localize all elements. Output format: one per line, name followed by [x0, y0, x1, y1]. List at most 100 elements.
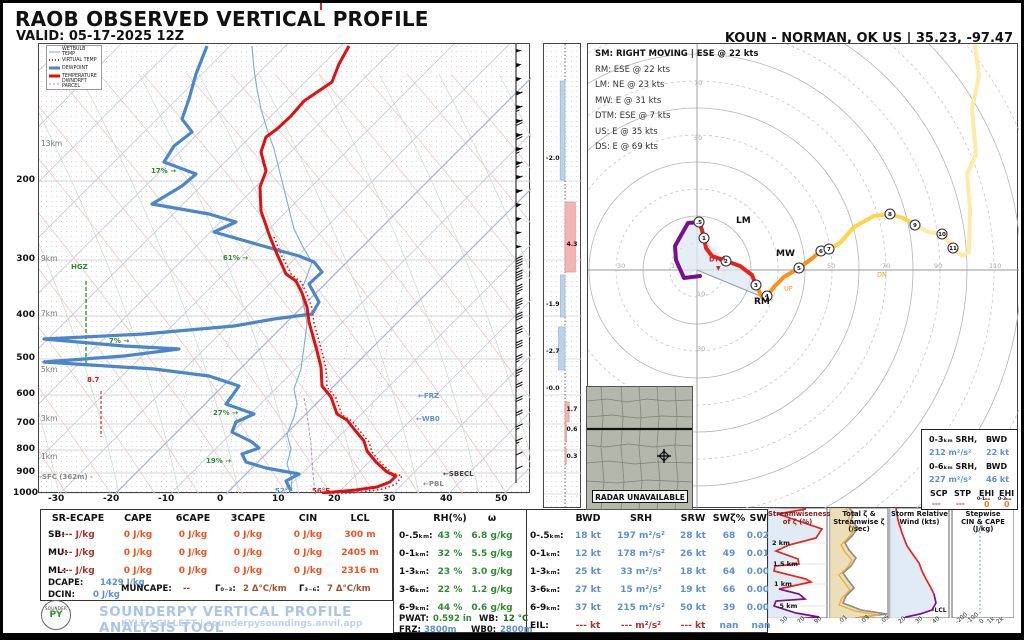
table-cell: 0 J/kg: [233, 548, 263, 558]
table-extra: --: [183, 584, 191, 594]
svg-text:11: 11: [949, 246, 957, 252]
logo-text-bottom: PY: [49, 610, 63, 620]
table-row-label: 0-1ₖₘ:: [399, 549, 430, 559]
table-cell: nan: [719, 621, 739, 631]
table-header: CAPE: [124, 513, 152, 524]
page-title: RAOB OBSERVED VERTICAL PROFILE: [15, 7, 429, 31]
skewt-legend: WETBULB TEMP VIRTUAL TEMP DEWPOINT TEMPERAT…: [46, 45, 102, 90]
table-extra: 1429 J/kg: [100, 578, 145, 588]
table-cell: 0 J/kg: [293, 566, 323, 576]
table-extra: 7 Δ°C/km: [327, 584, 371, 594]
pressure-tick: 1000: [13, 488, 39, 498]
height-tick: 3km: [41, 414, 58, 423]
table-cell: --- J/kg: [61, 548, 95, 558]
table-cell: 0 J/kg: [123, 566, 153, 576]
table-cell: 28 kt: [680, 531, 706, 541]
table-cell: 23 %: [437, 567, 463, 577]
legend-item: DWNDRFT PARCEL: [49, 79, 87, 89]
storm-motion-line: DS: E @ 69 kts: [595, 142, 658, 152]
svg-text:110: 110: [989, 262, 1001, 270]
table-cell: 0 J/kg: [293, 530, 323, 540]
table-header: 3CAPE: [230, 513, 266, 524]
table-cell: 2316 m: [341, 566, 379, 576]
radar-map: [587, 387, 692, 509]
temperature-tick: -30: [48, 494, 65, 504]
stats-text: EHI: [999, 489, 1015, 498]
stats-text: BWD: [986, 435, 1008, 444]
svg-text:30: 30: [617, 262, 625, 270]
table-extra: FRZ:: [399, 625, 421, 635]
svg-text:MW: MW: [776, 249, 795, 259]
stats-text: 22 kt: [986, 448, 1010, 457]
table-cell: 33 m²/s²: [620, 567, 662, 577]
table-cell: 0 J/kg: [178, 530, 208, 540]
table-cell: 32 %: [437, 549, 463, 559]
table-cell: --- J/kg: [61, 530, 95, 540]
pressure-tick: 800: [16, 444, 35, 454]
svg-text:6: 6: [819, 249, 823, 255]
table-extra: Γ₀₋₃:: [215, 584, 236, 594]
skewt-annotation: 27% →: [213, 409, 239, 417]
table-cell: nan: [751, 621, 771, 631]
svg-text:0.3: 0.3: [567, 453, 578, 460]
temperature-tick: 0: [217, 494, 224, 504]
table-cell: 15 m²/s²: [620, 585, 662, 595]
svg-text:50: 50: [827, 262, 835, 270]
temperature-tick: 50: [495, 494, 508, 504]
stats-text: 0: [984, 500, 990, 509]
stats-text: 0-1ₖₘ: [977, 497, 991, 502]
table-cell: 49: [722, 549, 736, 559]
stats-text: 0-3ₖₘ SRH,: [929, 435, 978, 444]
table-cell: --- kt: [680, 621, 706, 631]
mini-panel-height-label: 2 km: [772, 539, 790, 547]
table-cell: 66: [722, 585, 736, 595]
radar-inset: RADAR UNAVAILABLE: [586, 386, 693, 510]
table-row-label: 1-3ₖₘ:: [530, 567, 561, 577]
svg-text:-1.9: -1.9: [546, 301, 560, 308]
table-row-label: 1-3ₖₘ:: [399, 567, 430, 577]
skewt-annotation: ←SBECL: [443, 470, 474, 478]
moisture-kinematics-box: [393, 509, 768, 633]
table-cell: 0.023: [746, 531, 776, 541]
legend-item: WETBULB TEMP: [49, 47, 86, 57]
table-extra: Γ₃₋₆:: [299, 584, 320, 594]
svg-text:3: 3: [754, 283, 758, 289]
stats-text: 227 m²/s²: [929, 475, 972, 484]
table-extra: WB:: [479, 614, 499, 624]
radar-unavailable-label: RADAR UNAVAILABLE: [592, 490, 688, 503]
table-cell: 0 J/kg: [178, 548, 208, 558]
storm-motion-line: RM: ESE @ 22 kts: [595, 64, 671, 75]
storm-motion-line: DTM: ESE @ 7 kts: [595, 111, 671, 121]
pressure-tick: 700: [16, 418, 35, 428]
skewt-annotation: HGZ: [71, 263, 88, 271]
svg-text:-2.7: -2.7: [546, 348, 560, 355]
temperature-tick: 30: [383, 494, 396, 504]
stats-text: 0-3ₖₘ: [998, 497, 1012, 502]
skewt-annotation: ←WB0: [416, 415, 440, 423]
skewt-annotation: 17% →: [151, 167, 177, 175]
table-cell: 22 %: [437, 585, 463, 595]
footer-brand: SOUNDERPY VERTICAL PROFILE ANALYSIS TOOL: [99, 604, 352, 636]
advection-strip-chart: -2.0 4.3 -1.9 -2.7 -0.0 1.7 0.6 0.3: [544, 44, 582, 509]
table-cell: 18 kt: [680, 567, 706, 577]
svg-text:90: 90: [934, 262, 942, 270]
svg-text:2: 2: [724, 259, 728, 265]
table-extra: 2 Δ°C/km: [243, 584, 287, 594]
table-extra: 12 °C: [503, 614, 529, 624]
stats-text: ---: [956, 500, 965, 508]
mini-panel-height-label: .5 km: [777, 602, 798, 610]
table-header: CIN: [298, 513, 318, 524]
logo-text-top: SOUNDER: [44, 606, 68, 611]
table-header: SWζ%: [712, 513, 746, 524]
storm-motion-line: SM: RIGHT MOVING | ESE @ 22 kts: [595, 49, 759, 59]
table-header: SR-ECAPE: [51, 513, 105, 524]
svg-text:50: 50: [694, 134, 702, 142]
svg-text:1.7: 1.7: [567, 406, 578, 413]
skewt-annotation: ←PBL: [423, 480, 444, 488]
svg-text:.5: .5: [696, 220, 702, 226]
stats-text: 0-6ₖₘ SRH,: [929, 462, 978, 471]
height-tick: 9km: [41, 254, 58, 263]
stats-text: STP: [954, 489, 972, 498]
svg-text:▼: ▼: [716, 265, 721, 272]
